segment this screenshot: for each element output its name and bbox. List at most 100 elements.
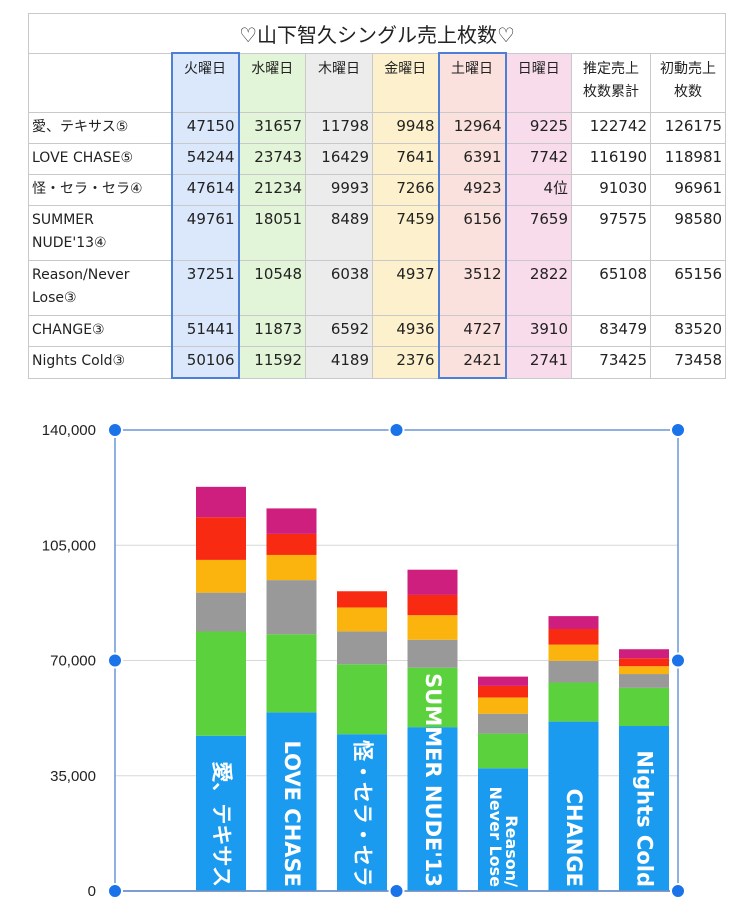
bar-stack: 愛、テキサス bbox=[196, 486, 246, 891]
bar-segment bbox=[478, 733, 528, 769]
bar-segment bbox=[266, 634, 317, 713]
bar-label: SUMMER NUDE'13 bbox=[421, 673, 445, 887]
value-cell: 2421 bbox=[437, 346, 507, 379]
bar-segment bbox=[266, 508, 317, 534]
value-cell: 4936 bbox=[372, 315, 439, 347]
row-name: Reason/Never Lose③ bbox=[28, 260, 172, 316]
bar-segment bbox=[337, 631, 387, 665]
value-cell: 73425 bbox=[571, 346, 651, 379]
row-name: LOVE CHASE⑤ bbox=[28, 143, 172, 175]
value-cell: 12964 bbox=[437, 112, 507, 144]
bar-segment bbox=[196, 631, 246, 736]
row-name: CHANGE③ bbox=[28, 315, 172, 347]
table-row: SUMMER NUDE'13④ 49761 18051 8489 7459 6156 765… bbox=[28, 205, 727, 261]
bar-segment bbox=[266, 712, 317, 891]
bar-segment bbox=[337, 734, 387, 891]
table-row: 怪・セラ・セラ④ 47614 21234 9993 7266 4923 4位 91030 969… bbox=[28, 174, 727, 206]
bar-segment bbox=[196, 517, 246, 560]
bar-segment bbox=[619, 726, 669, 891]
value-cell: 9948 bbox=[372, 112, 439, 144]
value-cell: 11592 bbox=[238, 346, 306, 379]
bar-segment bbox=[407, 569, 458, 595]
value-cell: 7459 bbox=[372, 205, 439, 261]
bar-segment bbox=[619, 674, 669, 688]
value-cell: 83520 bbox=[649, 315, 727, 347]
bar-label: Nights Cold bbox=[633, 750, 657, 887]
table-row: CHANGE③ 51441 11873 6592 4936 4727 3910 83479 83… bbox=[28, 315, 727, 347]
value-cell: 6391 bbox=[437, 143, 507, 175]
value-cell: 6156 bbox=[437, 205, 507, 261]
table-title: ♡山下智久シングル売上枚数♡ bbox=[27, 13, 727, 54]
bar-segment bbox=[266, 554, 317, 581]
header-cell: 土曜日 bbox=[437, 52, 507, 113]
resize-handle[interactable] bbox=[670, 652, 686, 669]
resize-handle[interactable] bbox=[388, 883, 405, 899]
bar-segment bbox=[478, 676, 528, 686]
value-cell: 83479 bbox=[571, 315, 651, 347]
y-tick-label: 35,000 bbox=[50, 768, 96, 785]
y-tick-label: 70,000 bbox=[50, 653, 96, 670]
y-axis-ticks: 0 35,000 70,000 105,000 140,000 bbox=[42, 422, 96, 900]
resize-handle[interactable] bbox=[388, 422, 405, 438]
table-row: 愛、テキサス⑤ 47150 31657 11798 9948 12964 9225 12274… bbox=[28, 112, 727, 144]
bar-segment bbox=[619, 666, 669, 675]
bar-segment bbox=[407, 667, 458, 728]
value-cell: 8489 bbox=[305, 205, 373, 261]
bar-segment bbox=[337, 607, 387, 632]
value-cell: 7742 bbox=[505, 143, 572, 175]
bar-segment bbox=[407, 639, 458, 668]
value-cell: 7659 bbox=[505, 205, 572, 261]
value-cell: 51441 bbox=[170, 315, 240, 347]
value-cell: 31657 bbox=[238, 112, 306, 144]
value-cell: 126175 bbox=[649, 112, 727, 144]
value-cell: 11798 bbox=[305, 112, 373, 144]
y-tick-label: 140,000 bbox=[42, 422, 96, 439]
header-cell: 木曜日 bbox=[305, 52, 373, 113]
row-name: Nights Cold③ bbox=[28, 346, 172, 379]
resize-handle[interactable] bbox=[670, 422, 686, 438]
header-cell: 金曜日 bbox=[372, 52, 439, 113]
bar-label: CHANGE bbox=[562, 789, 586, 887]
value-cell: 47614 bbox=[170, 174, 240, 206]
y-tick-label: 0 bbox=[88, 883, 96, 900]
bar-label: LOVE CHASE bbox=[280, 740, 304, 887]
row-name: 怪・セラ・セラ④ bbox=[28, 174, 172, 206]
bar-segment bbox=[548, 628, 599, 645]
value-cell: 118981 bbox=[649, 143, 727, 175]
bar-segment bbox=[266, 580, 317, 635]
value-cell: 9993 bbox=[305, 174, 373, 206]
value-cell: 4923 bbox=[437, 174, 507, 206]
value-cell: 91030 bbox=[571, 174, 651, 206]
value-cell: 96961 bbox=[649, 174, 727, 206]
header-cell: 初動売上 枚数 bbox=[649, 52, 727, 113]
bar-segment bbox=[196, 592, 246, 632]
value-cell: 122742 bbox=[571, 112, 651, 144]
value-cell: 2822 bbox=[505, 260, 572, 316]
bar-segment bbox=[407, 594, 458, 616]
table-row: Reason/Never Lose③ 37251 10548 6038 4937 3512… bbox=[28, 260, 727, 316]
header-cell bbox=[28, 52, 172, 113]
chart-bars: 愛、テキサス LOVE CHASE 怪・セラ・セラ SUMMER NUDE'13 Rea… bbox=[196, 486, 669, 891]
value-cell: 16429 bbox=[305, 143, 373, 175]
resize-handle[interactable] bbox=[107, 422, 123, 438]
resize-handle[interactable] bbox=[107, 883, 123, 899]
row-name: SUMMER NUDE'13④ bbox=[28, 205, 172, 261]
value-cell: 10548 bbox=[238, 260, 306, 316]
stacked-bar-chart: 愛、テキサス LOVE CHASE 怪・セラ・セラ SUMMER NUDE'13 Rea… bbox=[42, 422, 686, 900]
header-cell: 推定売上 枚数累計 bbox=[571, 52, 651, 113]
header-cell: 火曜日 bbox=[170, 52, 240, 113]
value-cell: 11873 bbox=[238, 315, 306, 347]
value-cell: 98580 bbox=[649, 205, 727, 261]
value-cell: 7266 bbox=[372, 174, 439, 206]
bar-stack: SUMMER NUDE'13 bbox=[407, 569, 458, 891]
resize-handle[interactable] bbox=[670, 883, 686, 899]
resize-handle[interactable] bbox=[107, 652, 123, 669]
value-cell: 116190 bbox=[571, 143, 651, 175]
bar-segment bbox=[407, 615, 458, 640]
value-cell: 65108 bbox=[571, 260, 651, 316]
bar-segment bbox=[548, 682, 599, 722]
value-cell: 54244 bbox=[170, 143, 240, 175]
value-cell: 18051 bbox=[238, 205, 306, 261]
table-row: LOVE CHASE⑤ 54244 23743 16429 7641 6391 7742 11… bbox=[28, 143, 727, 175]
value-cell: 49761 bbox=[170, 205, 240, 261]
